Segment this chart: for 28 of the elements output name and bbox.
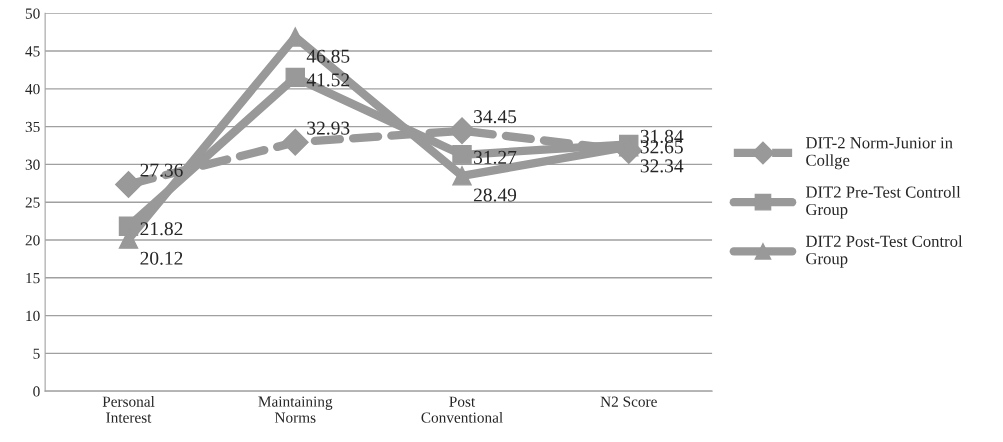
y-tick-label: 15 <box>26 273 40 284</box>
legend-label: DIT-2 Norm-Junior in Collge <box>805 137 953 170</box>
x-tick-label: N2 Score <box>600 396 657 407</box>
legend-label: DIT2 Pre-Test Controll Group <box>805 185 961 219</box>
y-tick-label: 20 <box>25 235 40 246</box>
y-tick-label: 25 <box>25 197 40 208</box>
x-tick-label: Post Conventional <box>421 396 503 423</box>
y-tick-label: 30 <box>25 159 40 170</box>
x-tick-label: Personal Interest <box>102 396 155 423</box>
y-tick-label: 45 <box>25 46 40 57</box>
x-tick-label: Maintaining Norms <box>258 396 333 423</box>
y-tick-label: 5 <box>33 348 40 359</box>
data-label: 41.52 <box>306 73 350 87</box>
y-tick-label: 35 <box>25 121 40 133</box>
data-label: 28.49 <box>473 188 517 202</box>
y-tick-label: 0 <box>33 386 40 397</box>
y-tick-label: 50 <box>25 8 40 19</box>
data-label: 32.34 <box>640 159 684 173</box>
legend-label: DIT2 Post-Test Control Group <box>805 235 963 268</box>
data-label: 20.12 <box>140 251 183 265</box>
data-label: 31.27 <box>474 150 517 164</box>
data-label: 32.93 <box>307 121 350 135</box>
y-tick-label: 40 <box>25 83 40 95</box>
data-label: 27.36 <box>140 163 183 177</box>
data-label: 21.82 <box>140 222 183 236</box>
y-tick-label: 10 <box>26 310 40 322</box>
data-label: 46.85 <box>306 49 350 63</box>
data-label: 34.45 <box>474 110 517 124</box>
